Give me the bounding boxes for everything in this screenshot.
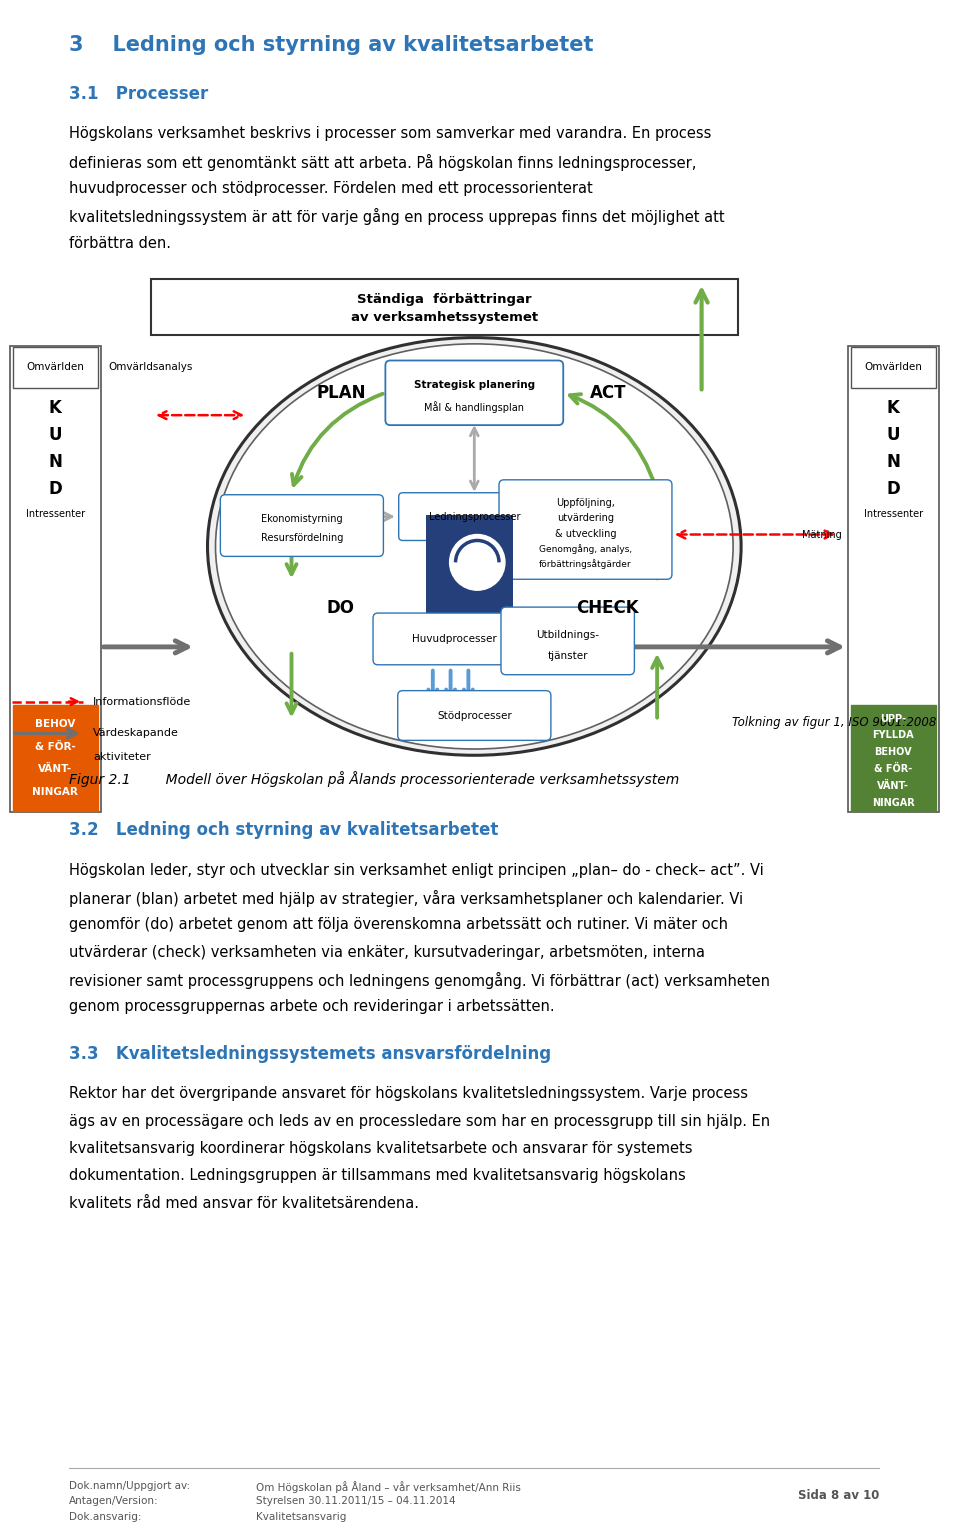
FancyBboxPatch shape bbox=[385, 361, 564, 425]
Text: & FÖR-: & FÖR- bbox=[35, 741, 76, 752]
Text: Utbildnings-: Utbildnings- bbox=[537, 630, 599, 639]
Text: planerar (blan) arbetet med hjälp av strategier, våra verksamhetsplaner och kale: planerar (blan) arbetet med hjälp av str… bbox=[69, 890, 743, 907]
Text: PLAN: PLAN bbox=[316, 384, 366, 402]
Text: utvärdering: utvärdering bbox=[557, 513, 614, 524]
Text: tjänster: tjänster bbox=[547, 651, 588, 661]
Text: kvalitets råd med ansvar för kvalitetsärendena.: kvalitets råd med ansvar för kvalitetsär… bbox=[69, 1196, 420, 1212]
Text: Mål & handlingsplan: Mål & handlingsplan bbox=[424, 402, 524, 412]
Text: av verksamhetssystemet: av verksamhetssystemet bbox=[351, 310, 539, 324]
Text: Intressenter: Intressenter bbox=[26, 508, 84, 519]
Text: Dok.ansvarig:: Dok.ansvarig: bbox=[69, 1511, 142, 1522]
Text: BEHOV: BEHOV bbox=[36, 720, 76, 729]
FancyBboxPatch shape bbox=[397, 691, 551, 740]
Text: Värdeskapande: Värdeskapande bbox=[93, 729, 179, 738]
Text: NINGAR: NINGAR bbox=[872, 798, 915, 808]
Text: Informationsflöde: Informationsflöde bbox=[93, 697, 191, 706]
FancyBboxPatch shape bbox=[426, 514, 513, 613]
Text: Högskolans verksamhet beskrivs i processer som samverkar med varandra. En proces: Högskolans verksamhet beskrivs i process… bbox=[69, 126, 711, 142]
Text: D: D bbox=[48, 479, 62, 498]
Text: Resursfördelning: Resursfördelning bbox=[261, 533, 343, 542]
Text: aktiviteter: aktiviteter bbox=[93, 752, 151, 763]
Text: Intressenter: Intressenter bbox=[864, 508, 923, 519]
Text: 3.2   Ledning och styrning av kvalitetsarbetet: 3.2 Ledning och styrning av kvalitetsarb… bbox=[69, 820, 498, 839]
Text: Ständiga  förbättringar: Ständiga förbättringar bbox=[357, 294, 532, 306]
Text: Om Högskolan på Åland – vår verksamhet/Ann Riis: Om Högskolan på Åland – vår verksamhet/A… bbox=[256, 1481, 521, 1493]
Text: DO: DO bbox=[327, 600, 355, 616]
Text: kvalitetsledningssystem är att för varje gång en process upprepas finns det möjl: kvalitetsledningssystem är att för varje… bbox=[69, 209, 725, 225]
Text: utvärderar (check) verksamheten via enkäter, kursutvaderingar, arbetsmöten, inte: utvärderar (check) verksamheten via enkä… bbox=[69, 945, 706, 960]
Text: FYLLDA: FYLLDA bbox=[873, 731, 914, 740]
Text: kvalitetsansvarig koordinerar högskolans kvalitetsarbete och ansvarar för system: kvalitetsansvarig koordinerar högskolans… bbox=[69, 1142, 693, 1157]
Text: Kvalitetsansvarig: Kvalitetsansvarig bbox=[256, 1511, 347, 1522]
Text: Stödprocesser: Stödprocesser bbox=[437, 711, 512, 720]
Text: Uppföljning,: Uppföljning, bbox=[556, 498, 615, 508]
Text: & utveckling: & utveckling bbox=[555, 528, 616, 539]
Text: Antagen/Version:: Antagen/Version: bbox=[69, 1496, 158, 1507]
Text: Ekonomistyrning: Ekonomistyrning bbox=[261, 513, 343, 524]
Text: Omvärlden: Omvärlden bbox=[864, 362, 923, 373]
Text: Mätning: Mätning bbox=[803, 530, 842, 539]
FancyBboxPatch shape bbox=[221, 495, 383, 557]
Ellipse shape bbox=[215, 344, 733, 749]
FancyBboxPatch shape bbox=[151, 279, 738, 335]
Text: Omvärldsanalys: Omvärldsanalys bbox=[108, 362, 193, 373]
Text: U: U bbox=[49, 426, 62, 444]
Circle shape bbox=[449, 534, 505, 591]
Text: 3.1   Processer: 3.1 Processer bbox=[69, 85, 208, 102]
Text: 3.3   Kvalitetsledningssystemets ansvarsfördelning: 3.3 Kvalitetsledningssystemets ansvarsfö… bbox=[69, 1044, 551, 1062]
Text: VÄNT-: VÄNT- bbox=[38, 764, 72, 775]
Text: BEHOV: BEHOV bbox=[875, 747, 912, 758]
Text: Tolkning av figur 1, ISO 9001:2008: Tolkning av figur 1, ISO 9001:2008 bbox=[732, 717, 937, 729]
FancyBboxPatch shape bbox=[499, 479, 672, 580]
FancyBboxPatch shape bbox=[10, 345, 101, 811]
Text: Dok.namn/Uppgjort av:: Dok.namn/Uppgjort av: bbox=[69, 1481, 190, 1490]
Text: UPP-: UPP- bbox=[880, 714, 906, 723]
Text: K: K bbox=[49, 399, 61, 417]
Text: VÄNT-: VÄNT- bbox=[877, 781, 909, 791]
Text: huvudprocesser och stödprocesser. Fördelen med ett processorienterat: huvudprocesser och stödprocesser. Fördel… bbox=[69, 181, 593, 196]
Text: dokumentation. Ledningsgruppen är tillsammans med kvalitetsansvarig högskolans: dokumentation. Ledningsgruppen är tillsa… bbox=[69, 1169, 686, 1184]
FancyBboxPatch shape bbox=[851, 347, 936, 388]
Text: Sida 8 av 10: Sida 8 av 10 bbox=[798, 1489, 879, 1502]
Text: Styrelsen 30.11.2011/15 – 04.11.2014: Styrelsen 30.11.2011/15 – 04.11.2014 bbox=[256, 1496, 456, 1507]
Text: genomför (do) arbetet genom att följa överenskomna arbetssätt och rutiner. Vi mä: genomför (do) arbetet genom att följa öv… bbox=[69, 918, 729, 933]
Text: N: N bbox=[48, 454, 62, 470]
Text: Figur 2.1        Modell över Högskolan på Ålands processorienterade verksamhetss: Figur 2.1 Modell över Högskolan på Åland… bbox=[69, 772, 680, 787]
Text: revisioner samt processgruppens och ledningens genomgång. Vi förbättrar (act) ve: revisioner samt processgruppens och ledn… bbox=[69, 973, 770, 989]
Text: N: N bbox=[886, 454, 900, 470]
FancyBboxPatch shape bbox=[398, 493, 550, 540]
FancyBboxPatch shape bbox=[851, 705, 936, 811]
Text: definieras som ett genomtänkt sätt att arbeta. På högskolan finns ledningsproces: definieras som ett genomtänkt sätt att a… bbox=[69, 154, 697, 170]
Text: CHECK: CHECK bbox=[576, 600, 639, 616]
FancyBboxPatch shape bbox=[501, 607, 635, 674]
Text: förbättringsåtgärder: förbättringsåtgärder bbox=[540, 560, 632, 569]
FancyBboxPatch shape bbox=[373, 613, 536, 665]
Text: Omvärlden: Omvärlden bbox=[26, 362, 84, 373]
Text: ägs av en processägare och leds av en processledare som har en processgrupp till: ägs av en processägare och leds av en pr… bbox=[69, 1114, 770, 1129]
Text: NINGAR: NINGAR bbox=[33, 787, 79, 796]
Text: Genomgång, analys,: Genomgång, analys, bbox=[539, 543, 632, 554]
Text: U: U bbox=[886, 426, 900, 444]
Text: D: D bbox=[886, 479, 900, 498]
Ellipse shape bbox=[207, 338, 741, 755]
Text: K: K bbox=[887, 399, 900, 417]
Text: Ledningsprocesser: Ledningsprocesser bbox=[428, 511, 520, 522]
Text: Strategisk planering: Strategisk planering bbox=[414, 380, 535, 390]
FancyBboxPatch shape bbox=[848, 345, 939, 811]
FancyBboxPatch shape bbox=[12, 705, 98, 811]
Text: Högskolan leder, styr och utvecklar sin verksamhet enligt principen „plan– do - : Högskolan leder, styr och utvecklar sin … bbox=[69, 863, 764, 878]
FancyBboxPatch shape bbox=[12, 347, 98, 388]
Text: 3    Ledning och styrning av kvalitetsarbetet: 3 Ledning och styrning av kvalitetsarbet… bbox=[69, 35, 593, 55]
Text: ACT: ACT bbox=[589, 384, 626, 402]
Text: Rektor har det övergripande ansvaret för högskolans kvalitetsledningssystem. Var: Rektor har det övergripande ansvaret för… bbox=[69, 1087, 748, 1102]
Text: förbättra den.: förbättra den. bbox=[69, 236, 171, 251]
Text: & FÖR-: & FÖR- bbox=[875, 764, 912, 775]
Text: Huvudprocesser: Huvudprocesser bbox=[412, 635, 497, 644]
Text: genom processgruppernas arbete och revideringar i arbetssätten.: genom processgruppernas arbete och revid… bbox=[69, 1000, 555, 1015]
